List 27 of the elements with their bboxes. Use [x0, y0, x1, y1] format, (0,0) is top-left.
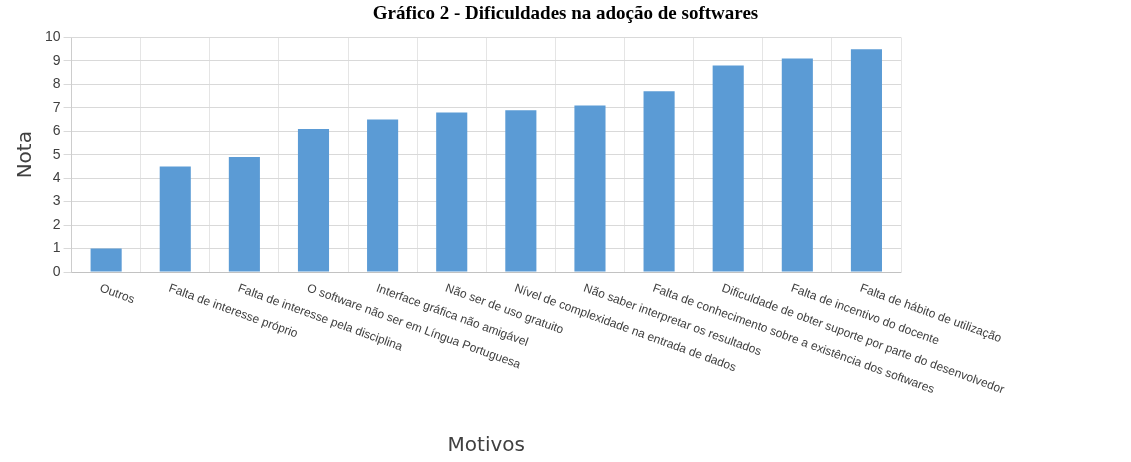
bar	[712, 65, 744, 272]
bar	[505, 110, 537, 272]
y-tick-label: 3	[52, 192, 61, 209]
y-tick-label: 7	[52, 98, 61, 115]
y-tick-label: 0	[52, 262, 61, 279]
bar	[850, 49, 882, 272]
x-axis-title: Motivos	[447, 432, 525, 457]
bar	[574, 105, 606, 272]
y-tick-label: 1	[52, 239, 61, 256]
bar	[367, 119, 399, 272]
y-tick-label: 5	[52, 145, 61, 162]
bar	[159, 166, 191, 272]
y-tick-label: 9	[52, 51, 61, 68]
y-tick-label: 8	[52, 75, 61, 92]
bar	[436, 112, 468, 272]
chart-title: Gráfico 2 - Dificuldades na adoção de softwares	[371, 1, 760, 25]
y-tick-label: 10	[44, 28, 61, 45]
y-tick-label: 2	[52, 215, 61, 232]
bar	[297, 128, 330, 272]
x-tick-label: Outros	[97, 280, 137, 307]
y-tick-label: 4	[52, 169, 61, 186]
bar	[643, 91, 675, 272]
bar	[90, 248, 122, 272]
bar	[228, 157, 260, 272]
bar	[781, 58, 813, 272]
y-axis-title: Nota	[12, 131, 37, 179]
y-tick-label: 6	[52, 122, 61, 139]
